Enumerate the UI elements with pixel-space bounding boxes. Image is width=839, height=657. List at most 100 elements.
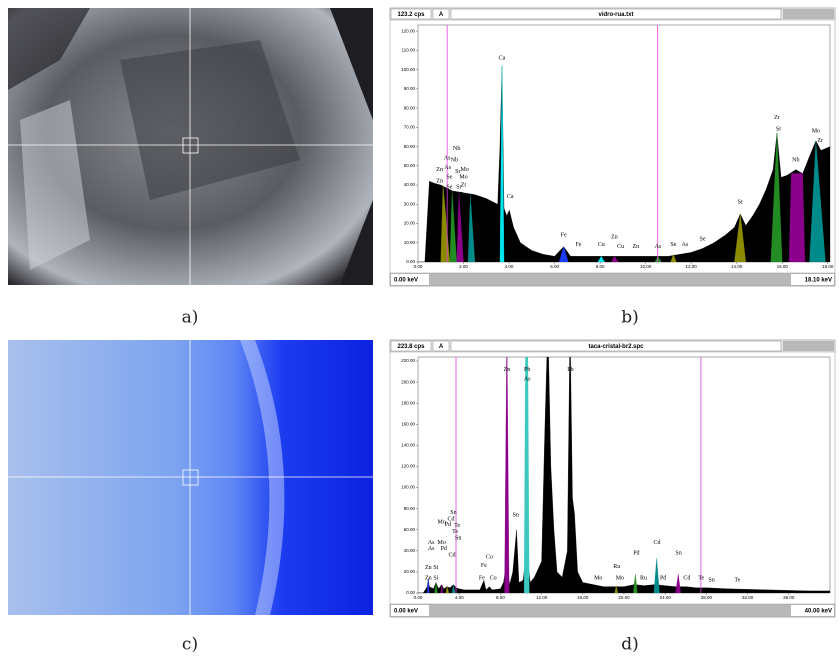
spectrum-area [597, 255, 605, 262]
element-label: Zr [774, 115, 780, 121]
y-tick-label: 120.00 [401, 28, 415, 33]
element-label: Se [670, 242, 676, 248]
y-tick-label: 220.00 [401, 358, 415, 363]
spectrum-area [523, 357, 530, 593]
x-tick-label: 2.00 [459, 264, 468, 269]
x-tick-label: 18.00 [822, 264, 834, 269]
x-tick-label: 8.00 [596, 264, 605, 269]
spectrum-area [770, 133, 783, 262]
y-tick-label: 30.00 [404, 201, 416, 206]
mode-label: A [439, 12, 444, 18]
footer-box [791, 605, 834, 616]
footer-box [391, 274, 429, 285]
y-tick-label: 60.00 [404, 144, 416, 149]
element-label: Sr [776, 127, 781, 133]
y-tick-label: 200.00 [401, 379, 415, 384]
element-label: Te [452, 529, 458, 535]
element-label: As [682, 242, 689, 248]
x-tick-label: 14.00 [731, 264, 743, 269]
spectrum-area [440, 584, 443, 593]
element-label: Zn [425, 565, 432, 571]
element-label: Zn [633, 244, 640, 250]
panel-label: c) [182, 635, 198, 655]
spectrum-area [654, 255, 662, 262]
x-tick-label: 0.00 [414, 595, 423, 600]
element-label: Zr [817, 138, 823, 144]
element-label: Sn [455, 536, 461, 542]
x-tick-label: 0.00 [414, 264, 423, 269]
file-title: vidro-rua.txt [598, 12, 633, 18]
y-tick-label: 140.00 [401, 443, 415, 448]
element-label: Nb [453, 146, 460, 152]
header-box [390, 340, 432, 352]
spectrum-area [614, 585, 618, 593]
element-label: Cd [653, 540, 660, 546]
y-tick-label: 90.00 [404, 86, 416, 91]
element-label: Sn [513, 512, 519, 518]
y-tick-label: 120.00 [401, 464, 415, 469]
spectrum-area [633, 574, 638, 593]
panel-label: a) [182, 308, 199, 328]
y-tick-label: 70.00 [404, 125, 416, 130]
element-label: Ca [507, 194, 514, 200]
x-tick-label: 4.00 [505, 264, 514, 269]
footer-box [791, 274, 834, 285]
y-tick-label: 10.00 [404, 240, 416, 245]
element-label: Pd [660, 576, 666, 582]
spectrum-area [653, 558, 660, 593]
x-tick-label: 6.00 [550, 264, 559, 269]
spectrum-area [788, 173, 806, 262]
element-label: Ru [640, 576, 647, 582]
element-label: Zn [504, 367, 511, 373]
spectrum-area [445, 586, 450, 593]
element-label: Sr [738, 200, 743, 206]
footer-bar [389, 272, 836, 287]
spectrum-area [434, 582, 438, 593]
header-box [450, 340, 782, 352]
x-start-label: 0.00 keV [394, 609, 418, 615]
x-tick-label: 16.00 [577, 595, 589, 600]
header-fill [783, 9, 834, 19]
x-tick-label: 36.00 [783, 595, 795, 600]
y-tick-label: 160.00 [401, 421, 415, 426]
element-label: Ca [499, 55, 506, 61]
y-tick-label: 20.00 [404, 569, 416, 574]
y-tick-label: 110.00 [402, 48, 416, 53]
element-label: Cu [598, 242, 605, 248]
header-box [450, 8, 782, 20]
spectrum-area [418, 357, 830, 593]
element-label: Fe [575, 242, 581, 248]
spectrum-area [734, 213, 746, 262]
panel-label: d) [621, 635, 639, 655]
element-label: Te [734, 578, 740, 584]
element-label: Zn [425, 576, 432, 582]
y-tick-label: 40.00 [404, 548, 416, 553]
element-label: Se [700, 236, 706, 242]
element-label: Se [446, 184, 452, 190]
mode-label: A [439, 344, 444, 350]
element-label: Zr [460, 192, 466, 198]
photo-a [8, 8, 373, 285]
element-label: Te [698, 576, 704, 582]
y-tick-label: 0.00 [406, 590, 415, 595]
spectrum-area [611, 255, 619, 262]
element-label: Nb [451, 157, 458, 163]
y-tick-label: 50.00 [404, 163, 416, 168]
element-label: Mo [467, 200, 475, 206]
x-tick-label: 32.00 [742, 595, 754, 600]
y-tick-label: 80.00 [404, 506, 416, 511]
panel-background [389, 339, 836, 618]
element-label: Pd [633, 550, 639, 556]
element-label: Zn [436, 167, 443, 173]
panel-label: b) [621, 308, 639, 328]
x-tick-label: 20.00 [618, 595, 630, 600]
spectrum-area [670, 253, 677, 262]
header-box [432, 8, 450, 20]
y-tick-label: 100.00 [401, 485, 415, 490]
file-title: taca-cristal-br2.spc [588, 344, 644, 350]
footer-bar [389, 603, 836, 618]
element-label: Pd [445, 522, 451, 528]
element-label: Zr [461, 182, 467, 188]
header-box [390, 8, 432, 20]
